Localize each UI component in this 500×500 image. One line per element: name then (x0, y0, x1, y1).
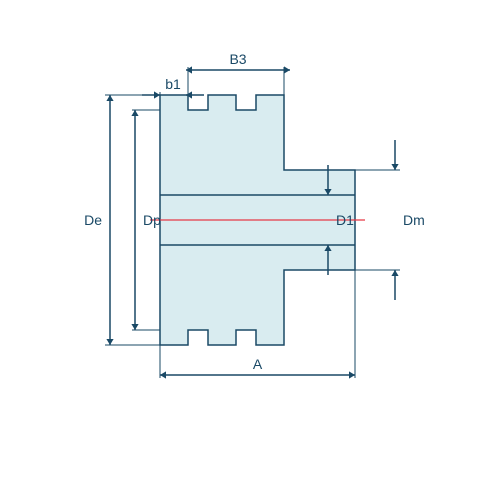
svg-text:Dp: Dp (143, 212, 161, 228)
svg-text:De: De (84, 212, 102, 228)
svg-text:A: A (253, 356, 263, 372)
svg-text:B3: B3 (229, 51, 246, 67)
sprocket-section-diagram: De Dp D1 Dm B3 b1 A (0, 0, 500, 500)
svg-text:Dm: Dm (403, 212, 425, 228)
svg-text:D1: D1 (336, 212, 354, 228)
svg-text:b1: b1 (165, 76, 181, 92)
